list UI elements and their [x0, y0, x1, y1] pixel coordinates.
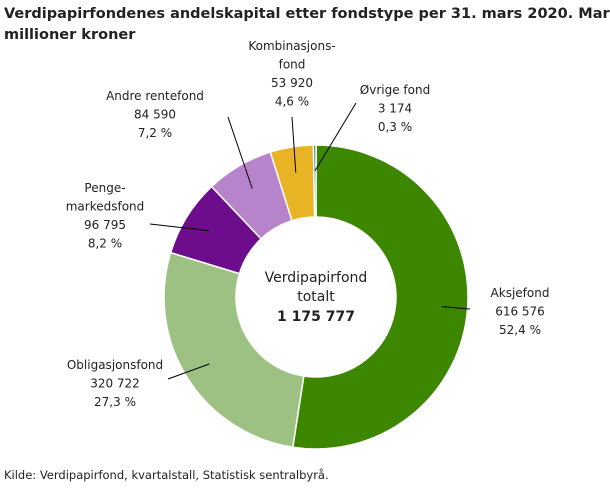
leader-line [167, 363, 210, 380]
slice-label: Aksjefond [491, 286, 550, 300]
leader-line [227, 116, 253, 189]
leader-line [314, 102, 357, 172]
leader-line [291, 116, 297, 173]
chart-title: Verdipapirfondenes andelskapital etter f… [4, 6, 610, 43]
value-label: 96 795 [84, 218, 126, 232]
value-label: 84 590 [134, 108, 176, 122]
percent-label: 7,2 % [138, 126, 172, 140]
slice-label: Øvrige fond [360, 83, 430, 97]
slice-label: Kombinasjons-fond [248, 39, 335, 72]
slice-label: Andre rentefond [106, 89, 204, 103]
value-label: 3 174 [378, 102, 412, 116]
leader-line [149, 223, 209, 232]
value-label: 53 920 [271, 76, 313, 90]
percent-label: 4,6 % [275, 95, 309, 109]
slice-label: Obligasjonsfond [67, 358, 163, 372]
slice [312, 144, 317, 218]
leader-line [441, 306, 471, 310]
center-label: Verdipapirfond totalt [265, 270, 368, 305]
source: Kilde: Verdipapirfond, kvartalstall, Sta… [4, 468, 329, 482]
percent-label: 52,4 % [499, 323, 541, 337]
slice [163, 251, 305, 449]
slice [291, 144, 469, 450]
percent-label: 0,3 % [378, 120, 412, 134]
percent-label: 8,2 % [88, 237, 122, 251]
value-label: 616 576 [495, 305, 545, 319]
center-total: 1 175 777 [277, 309, 355, 325]
slice-label: Penge-markedsfond [66, 181, 145, 214]
value-label: 320 722 [90, 377, 140, 391]
percent-label: 27,3 % [94, 395, 136, 409]
